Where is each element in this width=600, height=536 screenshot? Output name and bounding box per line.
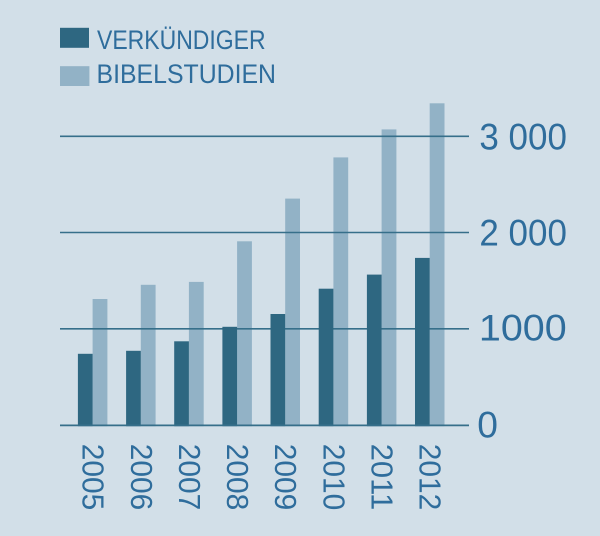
svg-text:2005: 2005 <box>76 444 110 511</box>
svg-text:BIBELSTUDIEN: BIBELSTUDIEN <box>97 59 277 89</box>
svg-text:2 000: 2 000 <box>479 212 567 254</box>
svg-text:1000: 1000 <box>479 306 567 348</box>
svg-text:2006: 2006 <box>124 444 158 511</box>
svg-text:0: 0 <box>477 404 498 446</box>
svg-text:2007: 2007 <box>172 444 206 511</box>
svg-text:2010: 2010 <box>316 444 350 511</box>
svg-text:2011: 2011 <box>365 444 399 511</box>
svg-text:2008: 2008 <box>220 444 254 511</box>
svg-text:3 000: 3 000 <box>479 116 567 158</box>
svg-text:VERKÜNDIGER: VERKÜNDIGER <box>97 25 266 55</box>
svg-text:2009: 2009 <box>268 444 302 511</box>
svg-text:2012: 2012 <box>413 444 447 511</box>
